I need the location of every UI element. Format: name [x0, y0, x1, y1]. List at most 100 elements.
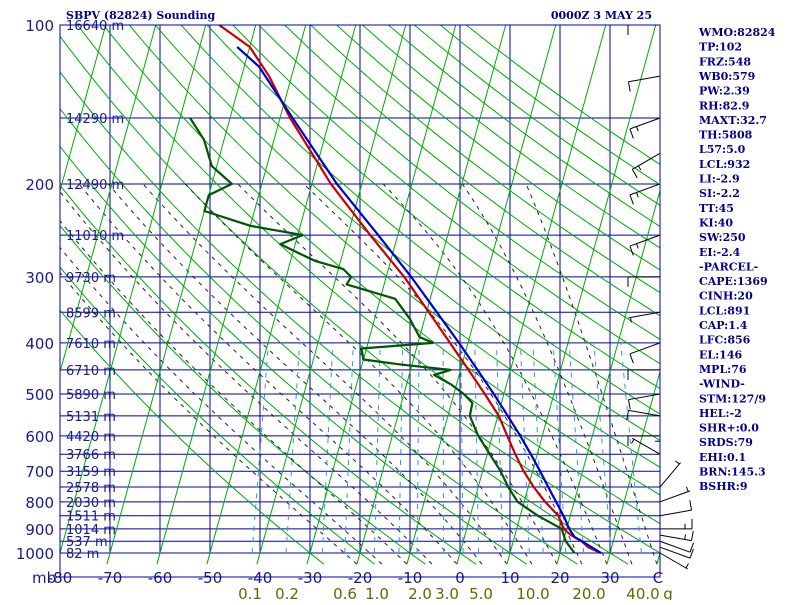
- wind-barb-half-flag: [632, 439, 635, 443]
- wind-barb: [628, 312, 660, 322]
- height-label: 8599 m: [66, 306, 116, 321]
- mixing-ratio-label: 20.0: [572, 585, 605, 600]
- index-entry: EHI:0.1: [699, 451, 746, 464]
- wind-barb-shaft: [630, 184, 660, 195]
- wind-barb-flag: [628, 82, 630, 92]
- wind-barb-flag: [628, 400, 630, 410]
- index-entry: MPL:76: [699, 363, 747, 376]
- mixing-ratio-label: 10.0: [516, 585, 549, 600]
- index-entry: MAXT:32.7: [699, 114, 767, 127]
- isotherm-line: [0, 13, 9, 564]
- pressure-tick-label: 300: [25, 269, 54, 287]
- wind-barb-half-flag: [686, 487, 688, 492]
- mixing-ratio-line: [461, 343, 463, 553]
- index-entry: LFC:856: [699, 334, 751, 347]
- wind-barb: [660, 547, 693, 558]
- pressure-tick-label: 700: [25, 463, 54, 481]
- height-label: 9730 m: [66, 271, 116, 286]
- isotherm-line: [357, 13, 509, 564]
- index-entry: CAPE:1369: [699, 275, 768, 288]
- index-entry: SRDS:79: [699, 436, 753, 449]
- index-entry: PW:2.39: [699, 85, 750, 98]
- index-entry: EL:146: [699, 348, 742, 361]
- isotherm-line: [457, 13, 609, 564]
- pressure-tick-label: 400: [25, 335, 54, 353]
- mixing-ratio-line: [286, 343, 300, 553]
- wind-barb-shaft: [660, 535, 692, 541]
- wind-barb-shaft: [630, 118, 660, 129]
- mixing-ratio-label: 0.1: [238, 585, 262, 600]
- wind-barb-half-flag: [638, 166, 641, 170]
- wind-barb-shaft: [628, 76, 660, 82]
- height-label: 2578 m: [66, 481, 116, 496]
- wind-barb-shaft: [630, 343, 660, 354]
- pressure-tick-label: 900: [25, 521, 54, 539]
- temperature-tick-label: -60: [148, 569, 173, 587]
- temperature-tick-label: -30: [298, 569, 323, 587]
- index-entry: WB0:579: [698, 70, 755, 83]
- mixing-ratio-label: 0.6: [333, 585, 357, 600]
- wind-barb-flag: [692, 531, 694, 541]
- wind-barb-half-flag: [686, 564, 689, 568]
- mixing-ratio-label: 5.0: [469, 585, 493, 600]
- mixing-ratio-unit: g: [663, 585, 673, 600]
- index-entry: LI:-2.9: [699, 173, 740, 186]
- station-title: SBPV (82824) Sounding: [66, 9, 216, 22]
- index-entry: SHR+:0.0: [699, 422, 759, 435]
- index-entry: CINH:20: [699, 290, 753, 303]
- index-entry: L57:5.0: [699, 143, 746, 156]
- wind-barb-flag: [632, 169, 637, 178]
- mixing-ratio-line: [322, 343, 333, 553]
- index-entry: EI:-2.4: [699, 246, 741, 259]
- wind-barb-shaft: [660, 547, 690, 558]
- index-entry: HEL:-2: [699, 407, 742, 420]
- wind-barb: [628, 76, 660, 91]
- wind-barb: [660, 461, 681, 487]
- index-entry: FRZ:548: [699, 55, 751, 68]
- isotherms: [0, 13, 800, 564]
- wind-barb-half-flag: [685, 535, 686, 540]
- pressure-tick-label: 600: [25, 428, 54, 446]
- dry-adiabat: [0, 25, 324, 564]
- wind-barb: [630, 118, 660, 138]
- sounding-time: 0000Z 3 MAY 25: [551, 9, 652, 22]
- mixing-ratio-label: 1.0: [365, 585, 389, 600]
- wind-barb-shaft: [660, 541, 690, 552]
- wind-barb-half-flag: [637, 192, 639, 197]
- height-label: 4420 m: [66, 430, 116, 445]
- height-label: 6710 m: [66, 364, 116, 379]
- dry-adiabat: [103, 25, 780, 564]
- index-entry: LCL:891: [699, 304, 750, 317]
- mixing-ratio-line: [569, 343, 583, 553]
- index-entry: BRN:145.3: [699, 466, 766, 479]
- mixing-ratio-label: 40.0: [626, 585, 659, 600]
- wind-barb-flag: [630, 195, 633, 204]
- pressure-tick-label: 100: [25, 17, 54, 35]
- mixing-ratio-line: [345, 343, 354, 553]
- wind-barb-half-flag: [675, 461, 679, 464]
- pressure-tick-label: 500: [25, 386, 54, 404]
- index-entry: TH:5808: [699, 129, 753, 142]
- height-label: 5890 m: [66, 388, 116, 403]
- mixing-ratio-line: [399, 343, 403, 553]
- pressure-tick-label: 800: [25, 494, 54, 512]
- index-entry: SW:250: [699, 231, 746, 244]
- index-entry: RH:82.9: [699, 99, 749, 112]
- mixing-ratio-label: 2.0: [408, 585, 432, 600]
- index-entry: TT:45: [699, 202, 734, 215]
- index-entry: LCL:932: [699, 158, 750, 171]
- wind-barb-flag: [630, 354, 633, 363]
- dry-adiabat: [0, 25, 425, 564]
- wind-barb-shaft: [660, 491, 690, 502]
- wind-barb-shaft: [632, 438, 660, 454]
- isotherm-line: [407, 13, 559, 564]
- height-label: 3766 m: [66, 448, 116, 463]
- pressure-tick-label: 1000: [16, 545, 54, 563]
- dry-adiabat: [26, 25, 629, 564]
- indices-panel: WMO:82824TP:102FRZ:548WB0:579PW:2.39RH:8…: [698, 26, 776, 493]
- height-label: 2030 m: [66, 496, 116, 511]
- index-entry: STM:127/9: [699, 392, 766, 405]
- wind-barb: [660, 500, 692, 515]
- wind-barb-half-flag: [637, 244, 639, 249]
